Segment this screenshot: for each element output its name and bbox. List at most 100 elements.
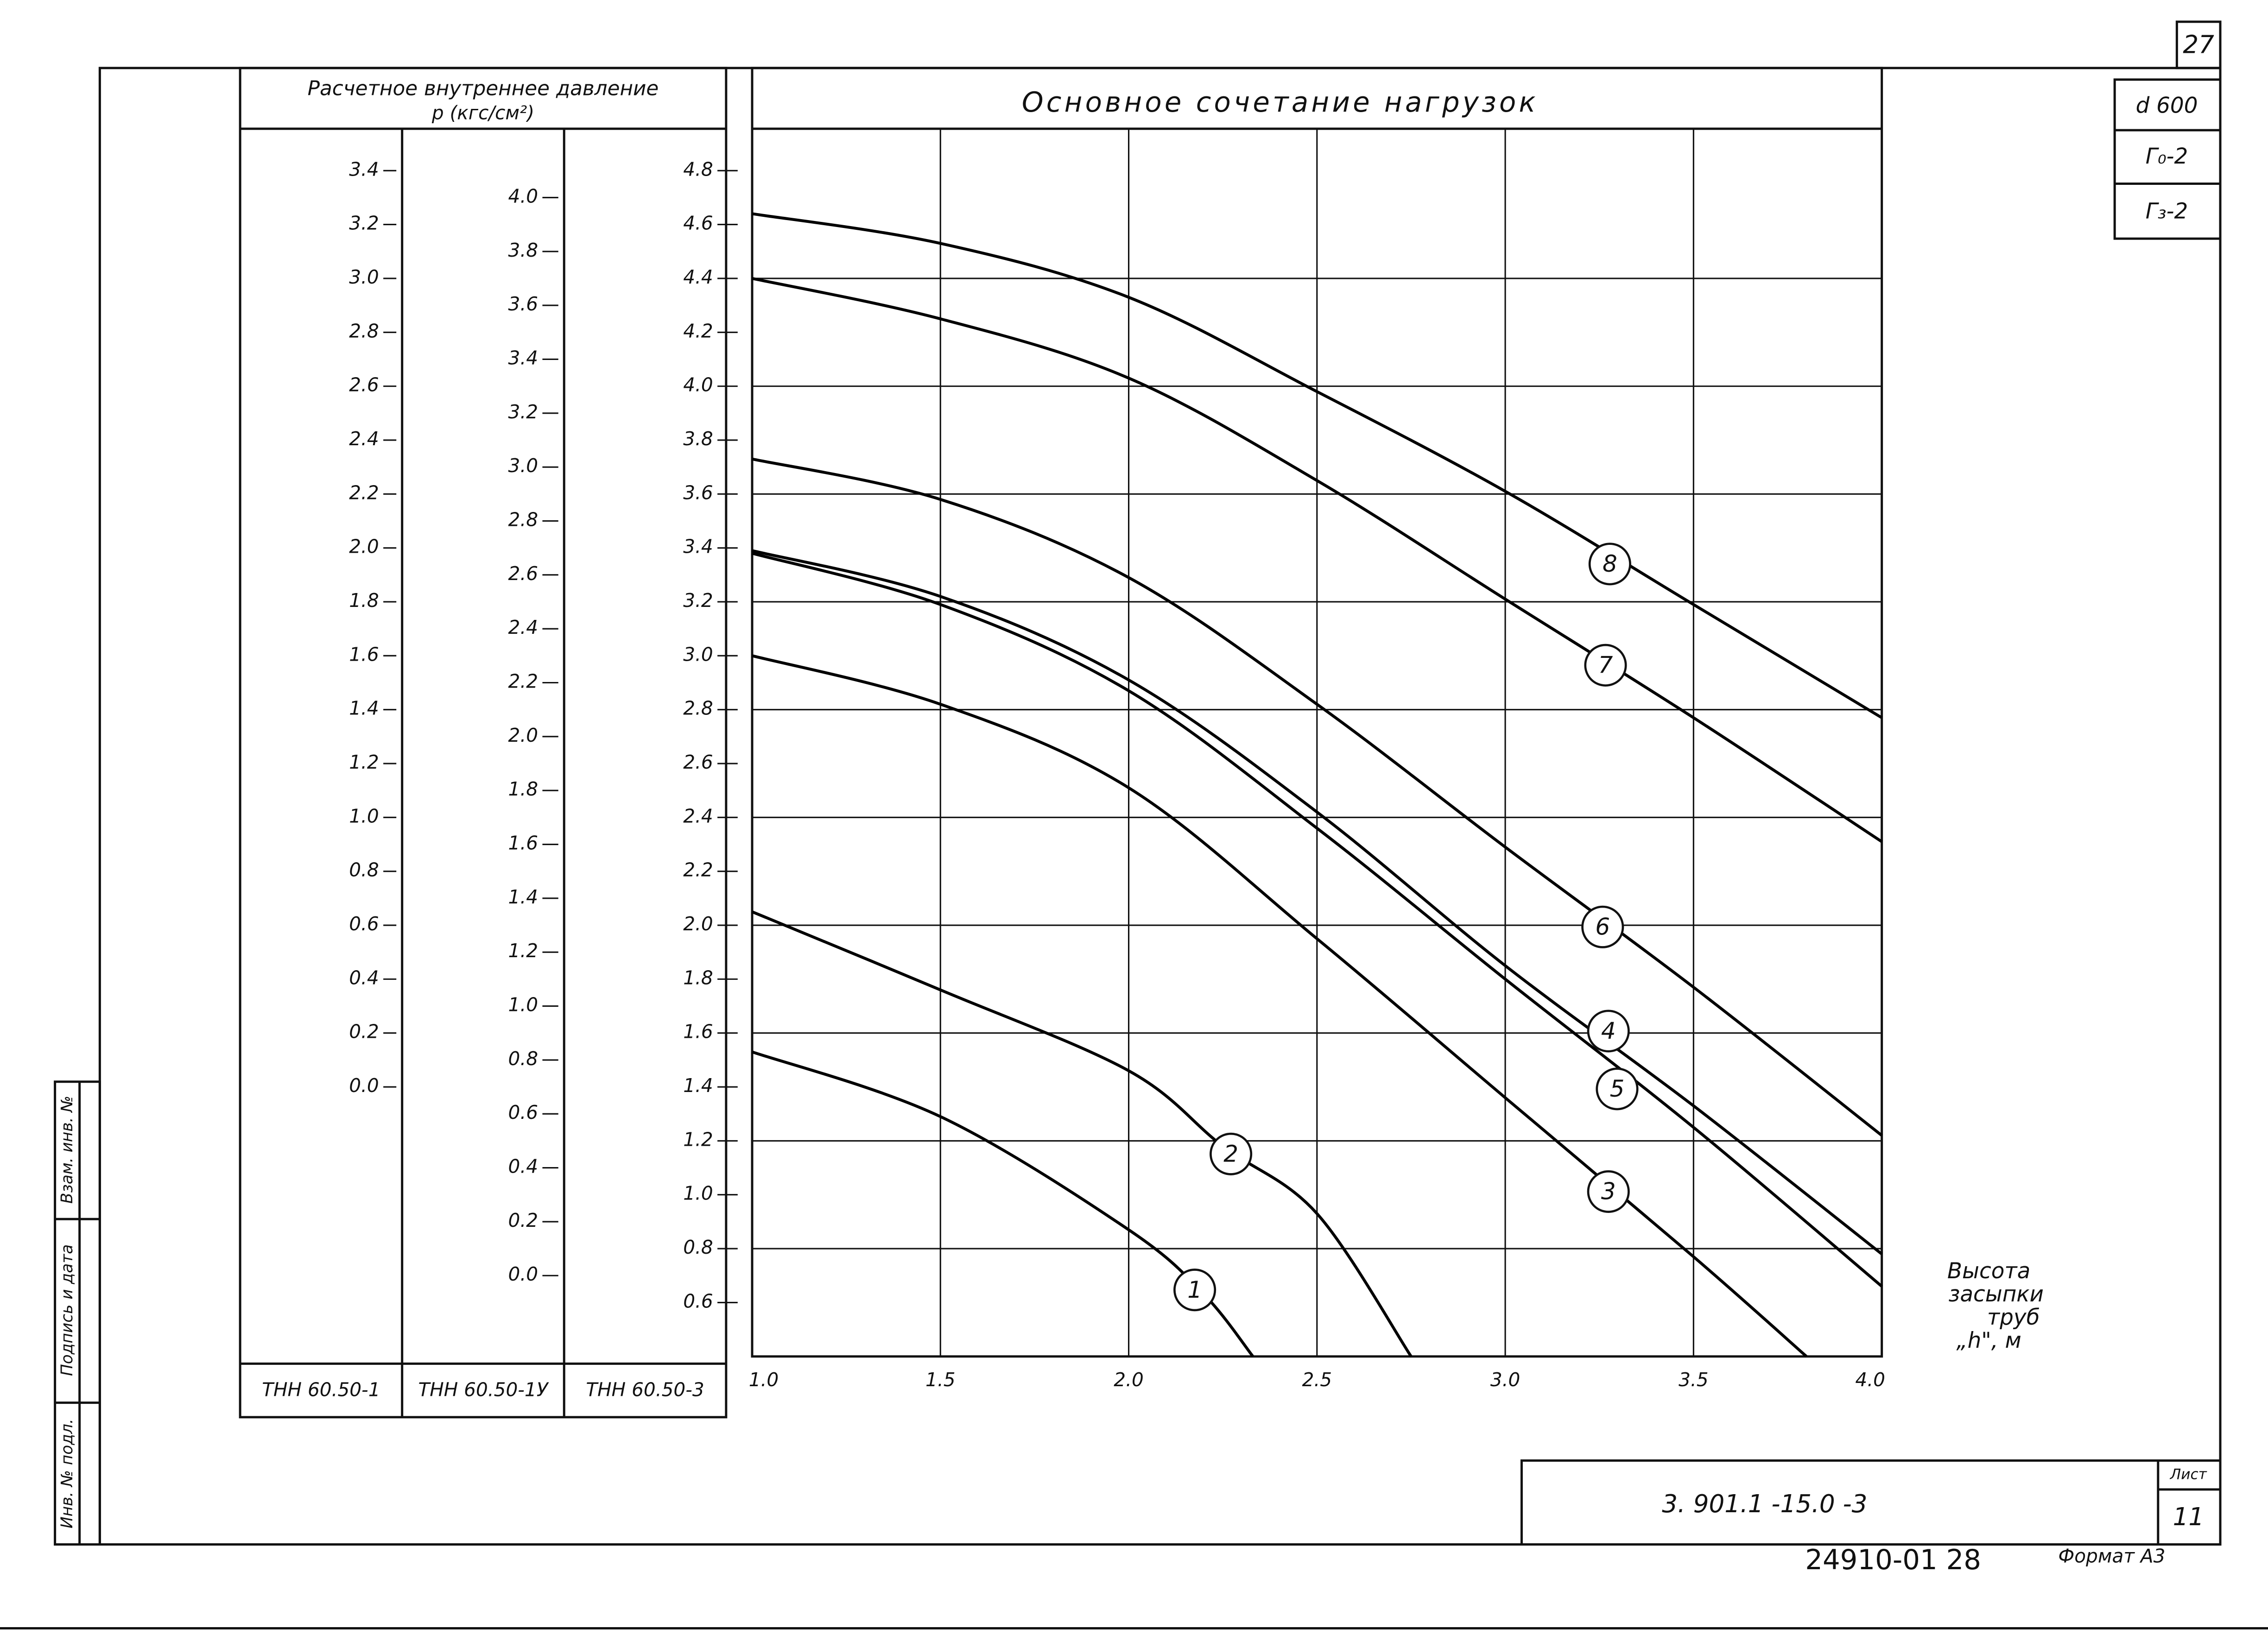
x-label: „h", м <box>1956 1328 2021 1353</box>
curve-label: 2 <box>1223 1140 1238 1167</box>
curve-label: 1 <box>1187 1276 1202 1303</box>
curve-label: 8 <box>1603 550 1617 577</box>
y-tick-label: 4.0 <box>683 374 713 396</box>
x-label: Высота <box>1947 1259 2030 1284</box>
y-tick-label: 2.2 <box>683 859 713 881</box>
x-tick-label: 3.5 <box>1679 1369 1709 1391</box>
y-title: Расчетное внутреннее давление <box>308 77 659 101</box>
chart-title: Основное сочетание нагрузок <box>1022 86 1539 118</box>
axis-name: ТНН 60.50-3 <box>586 1379 704 1401</box>
curve-label-circle <box>1210 1132 1253 1175</box>
y-tick-label: 0.2 <box>349 1021 379 1043</box>
sheet-label: Лист <box>2170 1466 2207 1483</box>
y-tick-label: 0.4 <box>349 966 379 989</box>
y-tick-label: 2.4 <box>508 616 538 638</box>
y-tick-label: 2.0 <box>508 724 538 746</box>
curve-label-circle <box>1584 644 1627 687</box>
y-tick-label: 3.2 <box>683 589 713 612</box>
curve <box>752 549 1883 1256</box>
y-tick-label: 0.0 <box>349 1074 379 1097</box>
y-tick-label: 0.8 <box>508 1048 538 1070</box>
y-tick-label: 2.0 <box>349 536 379 558</box>
y-tick-label: 4.0 <box>508 185 538 207</box>
x-label: труб <box>1987 1305 2040 1330</box>
stamp-label: Инв. № подл. <box>58 1419 76 1528</box>
curve <box>751 910 1413 1357</box>
y-tick-label: 3.8 <box>683 428 713 450</box>
y-tick-label: 1.4 <box>508 886 538 908</box>
side-box: d 600 <box>2136 94 2198 119</box>
y-tick-label: 1.8 <box>349 589 379 612</box>
curve <box>752 212 1883 719</box>
y-tick-label: 4.2 <box>683 320 713 342</box>
curve-label-circle <box>1587 1010 1630 1053</box>
y-tick-label: 1.2 <box>683 1128 713 1150</box>
y-tick-label: 2.6 <box>508 562 538 585</box>
page-number: 27 <box>2183 31 2214 59</box>
y-tick-label: 1.0 <box>349 805 379 827</box>
curve-label-circle <box>1173 1269 1216 1312</box>
curve-label: 6 <box>1595 913 1610 940</box>
y-tick-label: 0.4 <box>508 1155 538 1178</box>
y-tick-label: 2.6 <box>683 751 713 773</box>
y-tick-label: 3.6 <box>683 481 713 504</box>
stamp-label: Взам. инв. № <box>58 1096 76 1204</box>
y-tick-label: 3.4 <box>349 158 379 180</box>
y-tick-label: 1.0 <box>683 1182 713 1205</box>
curve-label: 5 <box>1610 1075 1625 1102</box>
y-tick-label: 2.0 <box>683 913 713 935</box>
x-tick-label: 3.0 <box>1490 1369 1520 1391</box>
plot: ТНН 60.50-1 0.0 0.2 0.4 0.6 0.8 1.0 1.2 1.4 1.6 1.… <box>262 128 2044 1401</box>
axis-name: ТНН 60.50-1У <box>418 1379 549 1401</box>
y-tick-label: 0.8 <box>683 1236 713 1258</box>
y-tick-label: 3.8 <box>508 239 538 261</box>
x-label: засыпки <box>1948 1282 2044 1307</box>
format: Формат А3 <box>2058 1545 2165 1567</box>
y-tick-label: 3.2 <box>508 401 538 423</box>
x-tick-label: 4.0 <box>1855 1369 1885 1391</box>
y-tick-label: 1.6 <box>683 1021 713 1043</box>
y-tick-label: 0.8 <box>349 859 379 881</box>
y-tick-label: 2.8 <box>683 697 713 720</box>
y-tick-label: 3.0 <box>349 266 379 288</box>
y-tick-label: 3.0 <box>508 455 538 477</box>
document-code: 3. 901.1 -15.0 -3 <box>1662 1490 1867 1518</box>
y-tick-label: 1.8 <box>683 966 713 989</box>
y-tick-label: 4.6 <box>683 212 713 234</box>
y-tick-label: 1.0 <box>508 994 538 1016</box>
y-tick-label: 2.4 <box>349 428 379 450</box>
curve-label-circle <box>1587 1170 1630 1213</box>
y-tick-label: 2.4 <box>683 805 713 827</box>
y-tick-label: 2.6 <box>349 374 379 396</box>
y-tick-label: 3.2 <box>349 212 379 234</box>
axis-name: ТНН 60.50-1 <box>262 1379 380 1401</box>
y-unit: р (кгс/см²) <box>431 102 534 124</box>
curve-label: 3 <box>1601 1178 1616 1205</box>
curve <box>752 457 1883 1137</box>
x-tick-label: 2.0 <box>1114 1369 1144 1391</box>
stamp-label: Подпись и дата <box>58 1244 76 1376</box>
y-tick-label: 0.6 <box>683 1290 713 1312</box>
y-tick-label: 3.6 <box>508 293 538 315</box>
curve-label-circle <box>1596 1067 1639 1111</box>
curve <box>752 552 1883 1288</box>
y-tick-label: 1.2 <box>349 751 379 773</box>
x-tick-label: 1.0 <box>749 1369 779 1391</box>
curve-label-circle <box>1581 905 1624 948</box>
curve <box>752 277 1883 843</box>
sheet-number: 11 <box>2173 1502 2205 1531</box>
y-tick-label: 1.4 <box>683 1074 713 1097</box>
y-tick-label: 2.2 <box>508 670 538 693</box>
y-tick-label: 2.8 <box>349 320 379 342</box>
curve-label: 7 <box>1598 651 1613 678</box>
y-tick-label: 3.4 <box>683 536 713 558</box>
curve-label: 4 <box>1601 1017 1616 1044</box>
y-tick-label: 2.8 <box>508 508 538 530</box>
side-box: Г₀-2 <box>2146 144 2188 169</box>
curve <box>752 654 1808 1358</box>
y-tick-label: 3.4 <box>508 347 538 369</box>
y-tick-label: 1.2 <box>508 940 538 962</box>
y-tick-label: 4.8 <box>683 158 713 180</box>
y-tick-label: 1.6 <box>349 643 379 665</box>
